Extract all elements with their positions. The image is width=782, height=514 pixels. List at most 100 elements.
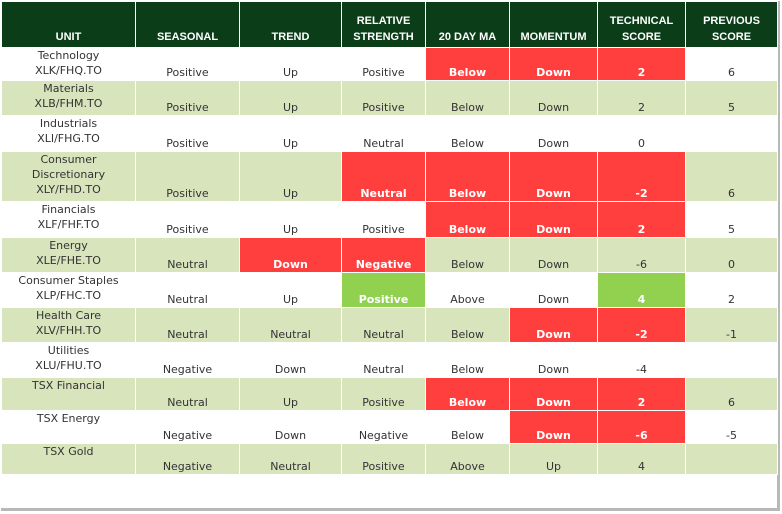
relative-strength-cell: Neutral [341, 115, 426, 152]
table-body: Technology XLK/FHQ.TO Positive Up Positive Be… [1, 47, 778, 475]
unit-cell: Industrials XLI/FHG.TO [1, 115, 136, 152]
header-momentum: MOMENTUM [509, 1, 598, 48]
seasonal-cell: Positive [135, 115, 240, 152]
relative-strength-cell: Positive [341, 201, 426, 238]
unit-label-line: Industrials [39, 117, 98, 130]
seasonal-cell: Neutral [135, 377, 240, 411]
ma20-cell: Below [425, 80, 510, 116]
seasonal-cell: Negative [135, 443, 240, 475]
unit-cell: Consumer Discretionary XLY/FHD.TO [1, 151, 136, 202]
seasonal-cell: Positive [135, 201, 240, 238]
relative-strength-cell: Negative [341, 237, 426, 273]
table-row: Financials XLF/FHF.TO Positive Up Positive Be… [1, 201, 778, 238]
trend-cell: Neutral [239, 443, 342, 475]
technical-score-cell: -2 [597, 151, 686, 202]
momentum-cell: Down [509, 237, 598, 273]
relative-strength-cell: Positive [341, 47, 426, 81]
header-previous-score: PREVIOUS SCORE [685, 1, 778, 48]
relative-strength-cell: Neutral [341, 307, 426, 343]
technical-score-cell: -4 [597, 342, 686, 378]
ma20-cell: Below [425, 307, 510, 343]
previous-score-cell: 6 [685, 151, 778, 202]
trend-cell: Up [239, 377, 342, 411]
ma20-cell: Below [425, 201, 510, 238]
seasonal-cell: Neutral [135, 307, 240, 343]
previous-score-cell: -5 [685, 410, 778, 444]
seasonal-cell: Positive [135, 47, 240, 81]
header-previous-score-line-2: SCORE [711, 31, 752, 43]
unit-label-line: XLB/FHM.TO [34, 97, 103, 110]
momentum-cell: Down [509, 377, 598, 411]
technical-score-cell: 2 [597, 80, 686, 116]
relative-strength-cell: Negative [341, 410, 426, 444]
header-technical-score-line-2: SCORE [621, 31, 662, 43]
table-row: Consumer Staples XLP/FHC.TO Neutral Up Posit… [1, 272, 778, 308]
trend-cell: Down [239, 342, 342, 378]
unit-label-line: XLY/FHD.TO [36, 183, 101, 196]
trend-cell: Down [239, 237, 342, 273]
table-row: Utilities XLU/FHU.TO Negative Down Neutral Be… [1, 342, 778, 378]
unit-label-line: Consumer Staples [18, 274, 119, 287]
trend-cell: Up [239, 115, 342, 152]
momentum-cell: Up [509, 443, 598, 475]
table-row: Materials XLB/FHM.TO Positive Up Positive Bel… [1, 80, 778, 116]
trend-cell: Up [239, 80, 342, 116]
table-row: Industrials XLI/FHG.TO Positive Up Neutral Be… [1, 115, 778, 152]
unit-label-line: Technology [37, 49, 100, 62]
ma20-cell: Below [425, 115, 510, 152]
trend-cell: Up [239, 201, 342, 238]
unit-label-line: TSX Financial [32, 379, 105, 392]
header-relative-strength-line-1: RELATIVE [356, 15, 411, 27]
table-row: Technology XLK/FHQ.TO Positive Up Positive Be… [1, 47, 778, 81]
ma20-cell: Above [425, 272, 510, 308]
header-trend: TREND [239, 1, 342, 48]
ma20-cell: Below [425, 377, 510, 411]
unit-label-line: Health Care [35, 309, 102, 322]
unit-label-line: Materials [43, 82, 94, 95]
previous-score-cell: 2 [685, 272, 778, 308]
unit-label-line: Discretionary [31, 168, 106, 181]
header-20-day-ma: 20 DAY MA [425, 1, 510, 48]
unit-label-line: TSX Energy [36, 412, 101, 425]
ma20-cell: Above [425, 443, 510, 475]
unit-label-line: XLU/FHU.TO [35, 359, 102, 372]
unit-label-line: XLF/FHF.TO [37, 218, 100, 231]
table-row: Energy XLE/FHE.TO Neutral Down Negative Below… [1, 237, 778, 273]
table-row: Consumer Discretionary XLY/FHD.TO Positive U… [1, 151, 778, 202]
unit-label-line: XLK/FHQ.TO [35, 64, 102, 77]
ma20-cell: Below [425, 47, 510, 81]
momentum-cell: Down [509, 272, 598, 308]
momentum-cell: Down [509, 80, 598, 116]
previous-score-cell [685, 443, 778, 475]
relative-strength-cell: Positive [341, 443, 426, 475]
previous-score-cell [685, 342, 778, 378]
previous-score-cell: 5 [685, 80, 778, 116]
seasonal-cell: Negative [135, 342, 240, 378]
header-relative-strength-line-2: STRENGTH [353, 31, 414, 43]
relative-strength-cell: Positive [341, 377, 426, 411]
unit-label-line: XLE/FHE.TO [36, 254, 101, 267]
momentum-cell: Down [509, 410, 598, 444]
trend-cell: Up [239, 47, 342, 81]
ma20-cell: Below [425, 410, 510, 444]
header-seasonal: SEASONAL [135, 1, 240, 48]
unit-cell: Consumer Staples XLP/FHC.TO [1, 272, 136, 308]
trend-cell: Neutral [239, 307, 342, 343]
momentum-cell: Down [509, 151, 598, 202]
ma20-cell: Below [425, 342, 510, 378]
table-row: TSX Financial Neutral Up Positive Below Down 2… [1, 377, 778, 411]
unit-cell: Energy XLE/FHE.TO [1, 237, 136, 273]
unit-label-line: Financials [41, 203, 96, 216]
unit-label-line: XLV/FHH.TO [35, 324, 102, 337]
technical-scorecard-table: UNIT SEASONAL TREND RELATIVE STRENGTH 20… [1, 1, 778, 475]
header-row: UNIT SEASONAL TREND RELATIVE STRENGTH 20… [1, 1, 778, 48]
unit-cell: Health Care XLV/FHH.TO [1, 307, 136, 343]
trend-cell: Down [239, 410, 342, 444]
header-relative-strength: RELATIVE STRENGTH [341, 1, 426, 48]
momentum-cell: Down [509, 342, 598, 378]
seasonal-cell: Positive [135, 80, 240, 116]
previous-score-cell: 6 [685, 47, 778, 81]
table-row: TSX Gold Negative Neutral Positive Above Up 4 [1, 443, 778, 475]
header-technical-score: TECHNICAL SCORE [597, 1, 686, 48]
